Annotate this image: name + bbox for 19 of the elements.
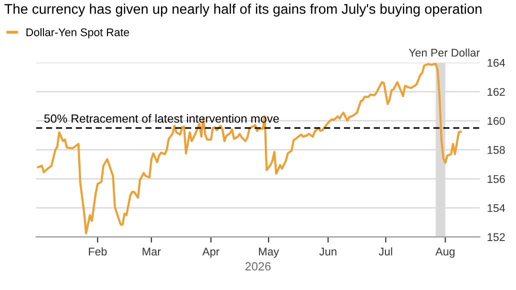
x-tick-label: Jul [378, 247, 392, 256]
x-tick-label: May [258, 248, 280, 258]
y-tick-label: 164 [488, 58, 506, 67]
x-axis-title: 2026 [245, 262, 271, 271]
x-tick-label: Feb [88, 247, 107, 256]
x-tick-label: Aug [435, 248, 454, 258]
x-tick-label: Jun [319, 248, 336, 256]
y-tick-label: 152 [488, 233, 505, 242]
y-tick-label: 154 [488, 204, 506, 212]
y-tick-label: 162 [488, 88, 505, 96]
y-tick-label: 156 [488, 175, 505, 183]
x-tick-label: Mar [142, 248, 161, 256]
legend-label: Dollar-Yen Spot Rate [26, 28, 130, 38]
x-tick-label: Apr [202, 248, 220, 258]
y-tick-label: 160 [488, 117, 505, 125]
chart-title: The currency has given up nearly half of its gains from July's buying operation [4, 4, 482, 17]
y-axis-title: Yen Per Dollar [408, 48, 480, 57]
y-tick-label: 158 [488, 146, 505, 154]
line-series [36, 63, 462, 234]
